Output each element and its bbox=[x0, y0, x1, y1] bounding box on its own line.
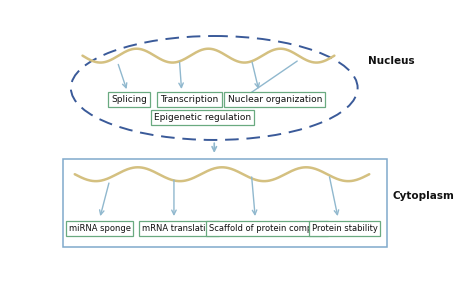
Text: Transcription: Transcription bbox=[160, 95, 219, 104]
Text: Epigenetic regulation: Epigenetic regulation bbox=[154, 113, 251, 122]
Text: Protein stability: Protein stability bbox=[311, 224, 377, 233]
Text: Scaffold of protein complex: Scaffold of protein complex bbox=[209, 224, 325, 233]
Text: miRNA sponge: miRNA sponge bbox=[69, 224, 130, 233]
Text: Nuclear organization: Nuclear organization bbox=[228, 95, 322, 104]
Text: mRNA translation: mRNA translation bbox=[142, 224, 216, 233]
Text: Nucleus: Nucleus bbox=[368, 56, 414, 66]
Text: Cytoplasm: Cytoplasm bbox=[392, 191, 455, 201]
Text: Splicing: Splicing bbox=[111, 95, 147, 104]
